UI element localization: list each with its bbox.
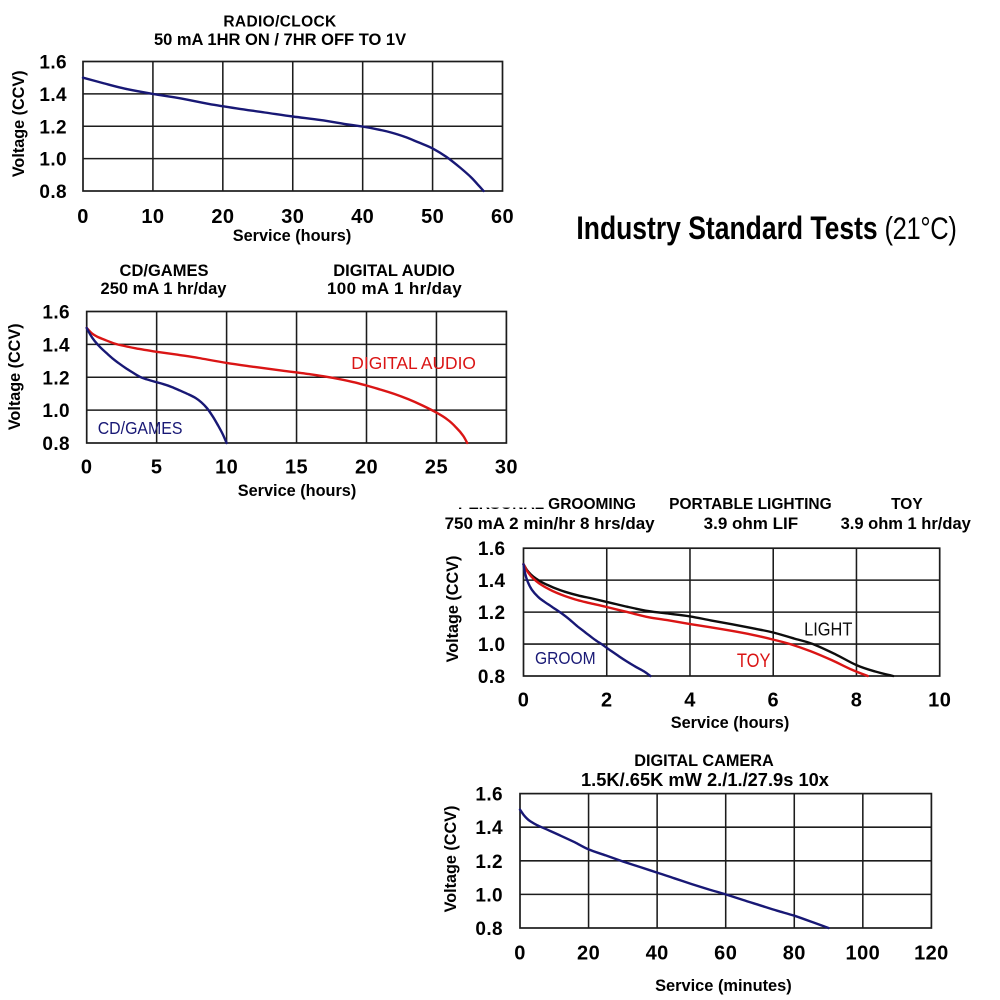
svg-text:0.8: 0.8: [478, 667, 506, 688]
svg-text:TOY: TOY: [737, 650, 771, 671]
svg-text:1.2: 1.2: [478, 603, 506, 624]
svg-text:CD/GAMES: CD/GAMES: [98, 418, 183, 438]
svg-text:TOY: TOY: [891, 496, 923, 513]
svg-text:Service (hours): Service (hours): [671, 714, 790, 732]
svg-text:60: 60: [714, 942, 737, 964]
svg-text:1.4: 1.4: [475, 818, 503, 839]
svg-text:0: 0: [77, 206, 89, 228]
svg-text:100 mA 1 hr/day: 100 mA 1 hr/day: [327, 279, 462, 298]
svg-text:15: 15: [285, 457, 308, 479]
svg-text:1.0: 1.0: [42, 401, 70, 422]
svg-text:Service (hours): Service (hours): [238, 482, 357, 500]
svg-text:250 mA 1 hr/day: 250 mA 1 hr/day: [101, 280, 228, 298]
svg-text:20: 20: [355, 457, 378, 479]
svg-text:30: 30: [281, 206, 304, 228]
svg-text:0: 0: [81, 457, 93, 479]
svg-text:1.2: 1.2: [475, 852, 503, 873]
svg-text:Voltage (CCV): Voltage (CCV): [10, 70, 28, 177]
svg-text:DIGITAL AUDIO: DIGITAL AUDIO: [333, 262, 455, 280]
svg-text:1.6: 1.6: [39, 52, 67, 73]
svg-text:1.0: 1.0: [39, 149, 67, 170]
svg-text:1.4: 1.4: [42, 335, 70, 356]
svg-text:DIGITAL AUDIO: DIGITAL AUDIO: [351, 353, 476, 373]
svg-text:1.6: 1.6: [478, 539, 506, 560]
svg-text:20: 20: [577, 942, 600, 964]
svg-text:0.8: 0.8: [39, 182, 67, 203]
svg-text:100: 100: [846, 942, 881, 964]
svg-text:120: 120: [914, 942, 949, 964]
svg-text:30: 30: [495, 457, 518, 479]
svg-text:5: 5: [151, 457, 163, 479]
svg-text:Industry Standard Tests (21°C): Industry Standard Tests (21°C): [576, 211, 956, 247]
svg-text:750 mA 2 min/hr 8 hrs/day: 750 mA 2 min/hr 8 hrs/day: [445, 514, 656, 533]
svg-text:RADIO/CLOCK: RADIO/CLOCK: [223, 13, 337, 30]
svg-text:1.0: 1.0: [475, 885, 503, 906]
svg-text:1.2: 1.2: [39, 117, 67, 138]
svg-text:GROOM: GROOM: [535, 648, 596, 668]
svg-text:6: 6: [767, 690, 779, 712]
svg-text:1.6: 1.6: [475, 784, 503, 805]
svg-text:1.5K/.65K mW 2./1./27.9s 10x: 1.5K/.65K mW 2./1./27.9s 10x: [581, 769, 830, 790]
svg-text:60: 60: [491, 206, 514, 228]
svg-text:4: 4: [684, 690, 696, 712]
svg-text:80: 80: [783, 942, 806, 964]
svg-text:10: 10: [141, 206, 164, 228]
svg-text:2: 2: [601, 690, 613, 712]
svg-text:1.4: 1.4: [39, 85, 67, 106]
svg-text:0: 0: [518, 690, 530, 712]
svg-text:1.4: 1.4: [478, 571, 506, 592]
svg-text:1.0: 1.0: [478, 635, 506, 656]
svg-text:40: 40: [351, 206, 374, 228]
svg-text:1.6: 1.6: [42, 302, 70, 323]
svg-text:3.9 ohm 1 hr/day: 3.9 ohm 1 hr/day: [841, 515, 972, 533]
svg-text:10: 10: [215, 457, 238, 479]
svg-text:DIGITAL CAMERA: DIGITAL CAMERA: [634, 752, 774, 770]
svg-text:1.2: 1.2: [42, 368, 70, 389]
svg-text:0: 0: [514, 942, 526, 964]
svg-text:Voltage (CCV): Voltage (CCV): [444, 556, 462, 663]
svg-text:40: 40: [646, 942, 669, 964]
svg-text:25: 25: [425, 457, 448, 479]
svg-text:Service (minutes): Service (minutes): [655, 977, 792, 995]
svg-text:10: 10: [928, 690, 951, 712]
svg-text:PORTABLE LIGHTING: PORTABLE LIGHTING: [669, 496, 831, 513]
svg-text:8: 8: [851, 690, 863, 712]
svg-text:0.8: 0.8: [42, 434, 70, 455]
svg-text:0.8: 0.8: [475, 919, 503, 940]
svg-text:Voltage (CCV): Voltage (CCV): [442, 806, 460, 913]
svg-text:3.9 ohm LIF: 3.9 ohm LIF: [704, 514, 798, 533]
svg-text:Service (hours): Service (hours): [233, 227, 352, 245]
svg-text:50: 50: [421, 206, 444, 228]
svg-text:Voltage (CCV): Voltage (CCV): [6, 323, 24, 430]
svg-text:20: 20: [211, 206, 234, 228]
svg-text:50 mA 1HR ON / 7HR OFF TO 1V: 50 mA 1HR ON / 7HR OFF TO 1V: [154, 31, 406, 49]
svg-text:LIGHT: LIGHT: [804, 618, 852, 639]
svg-text:CD/GAMES: CD/GAMES: [120, 262, 209, 280]
